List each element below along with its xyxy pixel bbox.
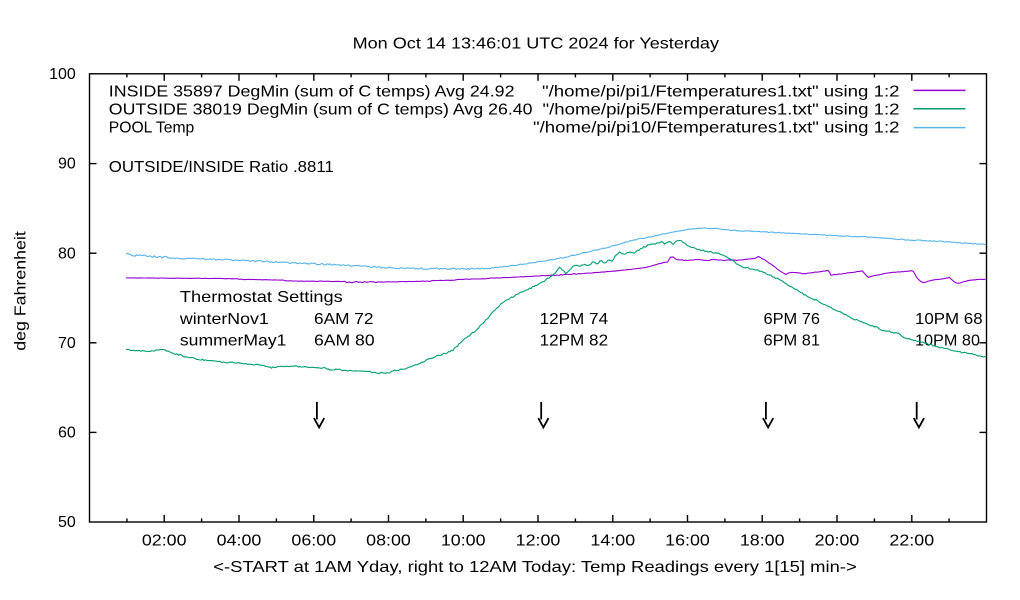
svg-text:summerMay1: summerMay1 [180, 332, 287, 349]
svg-text:12PM 82: 12PM 82 [540, 332, 609, 349]
svg-text:100: 100 [49, 66, 76, 83]
svg-text:70: 70 [58, 335, 76, 352]
svg-text:16:00: 16:00 [665, 533, 710, 550]
svg-text:90: 90 [58, 156, 76, 173]
svg-text:INSIDE 35897 DegMin (sum of C: INSIDE 35897 DegMin (sum of C temps) Avg… [109, 84, 515, 101]
svg-text:"/home/pi/pi5/Ftemperatures1.t: "/home/pi/pi5/Ftemperatures1.txt" using … [543, 102, 900, 119]
svg-text:"/home/pi/pi1/Ftemperatures1.t: "/home/pi/pi1/Ftemperatures1.txt" using … [542, 84, 900, 101]
svg-text:06:00: 06:00 [291, 533, 336, 550]
svg-text:50: 50 [58, 514, 76, 531]
svg-text:"/home/pi/pi10/Ftemperatures1.: "/home/pi/pi10/Ftemperatures1.txt" using… [533, 120, 900, 137]
svg-text:10PM 68: 10PM 68 [915, 311, 983, 328]
svg-text:6AM 80: 6AM 80 [314, 332, 375, 349]
svg-text:6PM 76: 6PM 76 [764, 311, 821, 328]
svg-text:6AM 72: 6AM 72 [314, 311, 374, 328]
svg-text:deg Fahrenheit: deg Fahrenheit [12, 231, 29, 351]
svg-text:04:00: 04:00 [217, 533, 262, 550]
svg-text:Mon Oct 14 13:46:01 UTC 2024 f: Mon Oct 14 13:46:01 UTC 2024 for Yesterd… [353, 36, 719, 53]
svg-text:22:00: 22:00 [889, 533, 934, 550]
svg-text:08:00: 08:00 [366, 533, 411, 550]
svg-text:12PM 74: 12PM 74 [540, 311, 609, 328]
svg-text:60: 60 [58, 425, 76, 442]
svg-text:Thermostat Settings: Thermostat Settings [180, 289, 343, 306]
svg-text:12:00: 12:00 [516, 533, 561, 550]
svg-text:OUTSIDE/INSIDE Ratio .8811: OUTSIDE/INSIDE Ratio .8811 [109, 159, 334, 176]
svg-text:02:00: 02:00 [142, 533, 187, 550]
svg-text:10PM 80: 10PM 80 [915, 332, 980, 349]
svg-text:80: 80 [58, 245, 76, 262]
svg-text:10:00: 10:00 [441, 533, 486, 550]
svg-text:OUTSIDE 38019 DegMin (sum of C: OUTSIDE 38019 DegMin (sum of C temps) Av… [109, 102, 533, 119]
svg-text:18:00: 18:00 [740, 533, 785, 550]
svg-text:6PM 81: 6PM 81 [764, 332, 821, 349]
svg-text:winterNov1: winterNov1 [179, 311, 269, 328]
svg-text:20:00: 20:00 [815, 533, 860, 550]
svg-text:<-START at 1AM Yday, right to: <-START at 1AM Yday, right to 12AM Today… [213, 559, 856, 576]
svg-text:POOL Temp: POOL Temp [109, 120, 195, 137]
svg-text:14:00: 14:00 [590, 533, 635, 550]
